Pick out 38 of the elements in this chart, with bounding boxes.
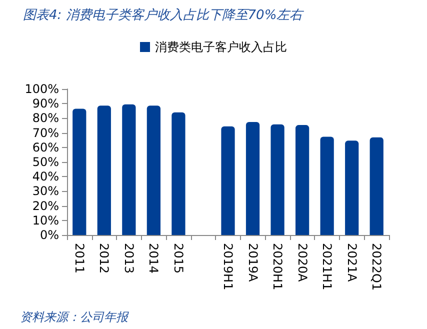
y-tick-label: 10% bbox=[32, 213, 59, 228]
x-tick-label: 2014 bbox=[146, 243, 161, 274]
chart-title: 图表4: 消费电子类客户收入占比下降至70%左右 bbox=[23, 7, 305, 23]
x-tick-label: 2022Q1 bbox=[370, 243, 384, 291]
text: 资料来源：公司年报 bbox=[20, 310, 129, 324]
bar bbox=[221, 126, 235, 235]
y-tick-label: 20% bbox=[32, 198, 59, 213]
bar bbox=[172, 112, 186, 235]
x-tick-label: 2020H1 bbox=[270, 243, 285, 290]
bar bbox=[72, 108, 86, 235]
y-tick-label: 80% bbox=[32, 111, 59, 126]
bar bbox=[295, 125, 310, 235]
x-tick-label: 2021H1 bbox=[320, 243, 334, 290]
bar bbox=[370, 137, 384, 235]
y-tick-label: 100% bbox=[24, 82, 59, 96]
y-tick-label: 40% bbox=[32, 170, 59, 184]
x-tick-label: 2021A bbox=[344, 243, 359, 283]
bar bbox=[246, 122, 260, 235]
bar bbox=[345, 140, 359, 235]
legend-label: 消费类电子客户收入占比 bbox=[155, 40, 287, 54]
y-tick-label: 70% bbox=[32, 126, 59, 140]
y-tick-label: 0% bbox=[40, 228, 59, 242]
x-tick-label: 2013 bbox=[122, 243, 136, 274]
y-tick-label: 50% bbox=[32, 155, 59, 169]
bar bbox=[122, 104, 136, 235]
bar bbox=[320, 136, 334, 235]
bar bbox=[270, 124, 284, 235]
x-tick-label: 2015 bbox=[171, 243, 186, 274]
x-tick-label: 2011 bbox=[72, 243, 86, 274]
y-tick-label: 30% bbox=[32, 184, 59, 198]
x-tick-label: 2020A bbox=[295, 243, 310, 283]
y-tick-label: 60% bbox=[32, 140, 59, 154]
x-tick-label: 2019A bbox=[246, 243, 260, 283]
x-tick-label: 2019H1 bbox=[221, 243, 235, 290]
bar bbox=[97, 106, 111, 235]
bar bbox=[146, 106, 161, 235]
x-tick-label: 2012 bbox=[97, 243, 112, 274]
y-tick-label: 90% bbox=[32, 96, 59, 111]
